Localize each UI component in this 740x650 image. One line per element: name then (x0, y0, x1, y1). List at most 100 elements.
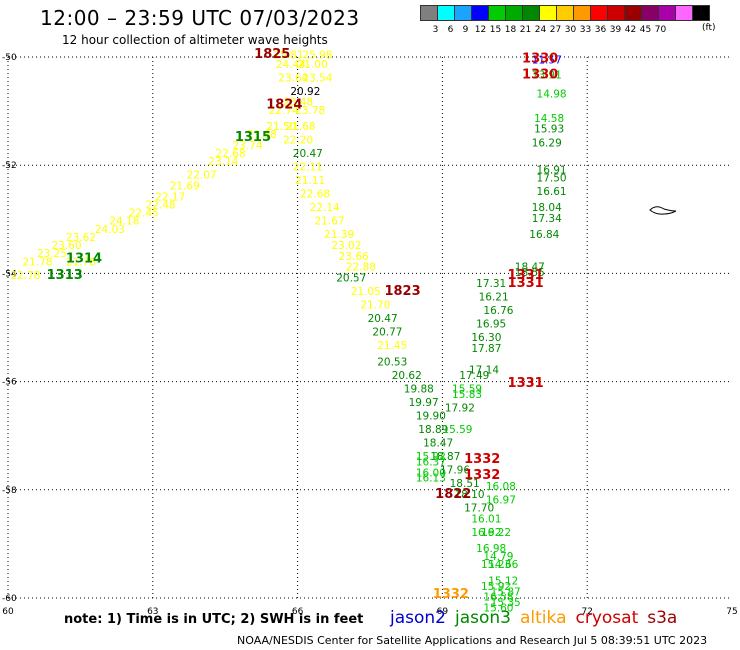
wave-height-label: 16.13 (416, 473, 446, 485)
wave-height-label: 20.57 (336, 273, 366, 285)
wave-height-label: 13.91 (532, 70, 562, 82)
wave-height-label: 17.96 (440, 465, 470, 477)
wave-height-label: 21.50 (266, 121, 296, 133)
legend-label: 18 (504, 25, 517, 35)
credit-text: NOAA/NESDIS Center for Satellite Applica… (237, 634, 708, 647)
wave-height-label: 23.66 (339, 251, 369, 263)
legend-label: 36 (594, 25, 607, 35)
wave-height-label: 15.83 (452, 389, 482, 401)
wave-height-label: 19.90 (416, 410, 446, 422)
satellite-legend: jason2 jason3 altika cryosat s3a (390, 608, 686, 628)
map-subtitle: 12 hour collection of altimeter wave hei… (62, 33, 328, 47)
legend-label: 45 (639, 25, 652, 35)
wave-height-label: 15.12 (488, 575, 518, 587)
legend-label: 3 (432, 25, 439, 35)
track-time-label: 1314 (66, 252, 102, 267)
track-time-label: 1823 (384, 284, 420, 299)
wave-height-label: 19.97 (409, 397, 439, 409)
wave-height-label: 15.93 (534, 124, 564, 136)
wave-height-label: 22.48 (146, 199, 176, 211)
track-time-label: 1331 (508, 376, 544, 391)
wave-height-label: 20.77 (372, 327, 402, 339)
wave-height-label: 16.58 (483, 592, 513, 604)
track-time-label: 1331 (508, 276, 544, 291)
wave-height-label: 24.18 (109, 216, 139, 228)
wave-height-label: 16.92 (471, 527, 501, 539)
legend-label: 24 (534, 25, 547, 35)
wave-height-label: 22.17 (155, 191, 185, 203)
wave-height-label: 22.74 (269, 105, 299, 117)
wave-height-label: 11.57 (532, 54, 562, 66)
color-legend: 3 6 9 12 15 18 21 24 27 30 33 36 39 42 45 70 (ft) (420, 5, 716, 35)
legend-label: 27 (549, 25, 562, 35)
legend-label: 30 (564, 25, 577, 35)
wave-height-label: 18.55 (515, 267, 545, 279)
wave-height-label: 21.45 (377, 340, 407, 352)
longitude-tick-label: 75 (726, 607, 737, 617)
legend-label: 6 (447, 25, 454, 35)
wave-height-label: 19.88 (404, 383, 434, 395)
wave-height-label: 15.23 (481, 559, 511, 571)
wave-height-label: 16.91 (537, 164, 567, 176)
wave-height-label: 21.78 (22, 256, 52, 268)
wave-height-label: 21.00 (298, 59, 328, 71)
wave-height-label: 20.62 (392, 370, 422, 382)
wave-height-label: 22.20 (283, 135, 313, 147)
wave-height-label: 17.70 (464, 502, 494, 514)
wave-height-label: 22.68 (300, 189, 330, 201)
wave-height-label: 15.87 (491, 586, 521, 598)
latitude-tick-label: -54 (2, 269, 17, 279)
wave-height-label: 18.47 (423, 438, 453, 450)
legend-label: 12 (474, 25, 487, 35)
wave-height-label: 18.10 (454, 489, 484, 501)
wave-height-label: 16.76 (483, 305, 513, 317)
wave-height-label: 18.51 (450, 478, 480, 490)
wave-height-label: 15.92 (481, 581, 511, 593)
legend-swatch (692, 5, 710, 21)
map-title: 12:00 – 23:59 UTC 07/03/2023 (40, 6, 360, 30)
wave-height-label: 23.74 (232, 140, 262, 152)
satellite-jason2: jason2 (390, 608, 446, 628)
island-outline (649, 206, 677, 215)
wave-height-label: 23.64 (278, 72, 308, 84)
wave-height-label: 14.66 (488, 559, 518, 571)
track-time-label: 1822 (435, 487, 471, 502)
wave-height-label: 16.22 (481, 527, 511, 539)
wave-height-label: 16.00 (416, 467, 446, 479)
wave-height-label: 21.70 (360, 300, 390, 312)
latitude-tick-label: -60 (2, 594, 17, 604)
latitude-tick-label: -58 (2, 486, 17, 496)
wave-height-label: 22.68 (216, 148, 246, 160)
wave-height-label: 16.98 (476, 543, 506, 555)
wave-height-label: 17.34 (532, 213, 562, 225)
wave-height-label: 25.81 (273, 50, 303, 62)
wave-height-label: 23.78 (295, 105, 325, 117)
latitude-tick-label: -52 (2, 161, 17, 171)
wave-height-label: 15.59 (442, 424, 472, 436)
track-time-label: 1825 (254, 47, 290, 62)
wave-height-label: 21.68 (286, 121, 316, 133)
wave-height-label: 21.67 (314, 216, 344, 228)
track-time-label: 1332 (464, 452, 500, 467)
wave-height-label: 17.92 (445, 402, 475, 414)
track-time-label: 1330 (522, 51, 558, 66)
wave-height-label: 18.04 (532, 202, 562, 214)
wave-height-label: 16.08 (486, 481, 516, 493)
track-time-label: 1330 (522, 68, 558, 83)
longitude-tick-label: 60 (2, 607, 14, 617)
wave-height-label: 14.79 (483, 551, 513, 563)
wave-height-label: 14.98 (537, 89, 567, 101)
wave-height-label: 21.39 (324, 229, 354, 241)
satellite-jason3: jason3 (455, 608, 511, 628)
wave-height-label: 16.29 (532, 137, 562, 149)
wave-height-label: 21.78 (66, 256, 96, 268)
wave-height-label: 20.92 (290, 86, 320, 98)
track-time-label: 1313 (47, 268, 83, 283)
wave-height-label: 16.30 (471, 332, 501, 344)
wave-height-label: 18.89 (418, 424, 448, 436)
track-time-label: 1332 (464, 468, 500, 483)
legend-label: 70 (654, 25, 667, 35)
wave-height-label: 20.53 (377, 356, 407, 368)
wave-height-label: 16.01 (471, 513, 501, 525)
